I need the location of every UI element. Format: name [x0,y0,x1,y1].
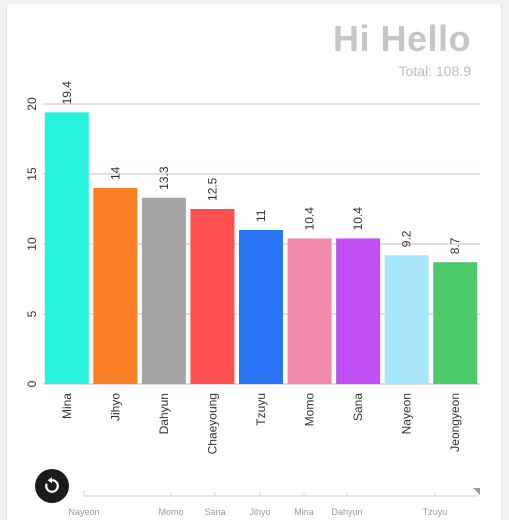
data-label: 19.4 [60,81,74,105]
navigator-handle[interactable] [473,488,480,495]
refresh-icon [42,476,62,496]
bar [336,238,381,384]
x-tick-label: Dahyun [157,393,171,434]
y-tick-label: 15 [25,167,39,181]
data-label: 10.4 [351,207,365,231]
x-tick-label: Mina [60,393,74,419]
navigator-label: Jihyo [249,507,270,517]
data-label: 11 [254,209,268,222]
navigator-label: Tzuyu [423,507,448,517]
navigator-label: Mina [294,507,314,517]
x-tick-label: Jihyo [108,393,122,421]
navigator-label: Nayeon [68,507,99,517]
y-tick-label: 10 [25,237,39,251]
navigator-label: Sana [204,507,225,517]
navigator-label: Momo [158,507,183,517]
bar [93,188,138,384]
bar [141,197,186,384]
bar [287,238,332,384]
data-label: 10.4 [303,207,317,231]
y-tick-label: 20 [25,97,39,111]
bar [433,262,478,384]
x-tick-label: Jeongyeon [448,393,462,452]
bar [239,230,283,384]
chart-subtitle: Total: 108.9 [398,63,471,79]
data-label: 13.3 [157,166,171,190]
x-tick-label: Nayeon [400,393,414,434]
x-tick-label: Chaeyoung [205,393,219,454]
y-tick-label: 5 [25,310,39,317]
data-label: 14 [108,166,122,180]
chart-title: Hi Hello [332,18,471,59]
data-label: 12.5 [205,177,219,201]
x-tick-label: Tzuyu [254,393,268,426]
x-tick-label: Momo [303,393,317,427]
navigator-label: Dahyun [331,507,362,517]
bar [44,112,89,385]
y-tick-label: 0 [25,380,39,387]
bar [384,255,429,384]
x-tick-label: Sana [351,393,365,421]
bar [190,209,235,384]
data-label: 9.2 [400,230,414,247]
data-label: 8.7 [448,237,462,254]
reset-zoom-button[interactable] [35,469,69,503]
